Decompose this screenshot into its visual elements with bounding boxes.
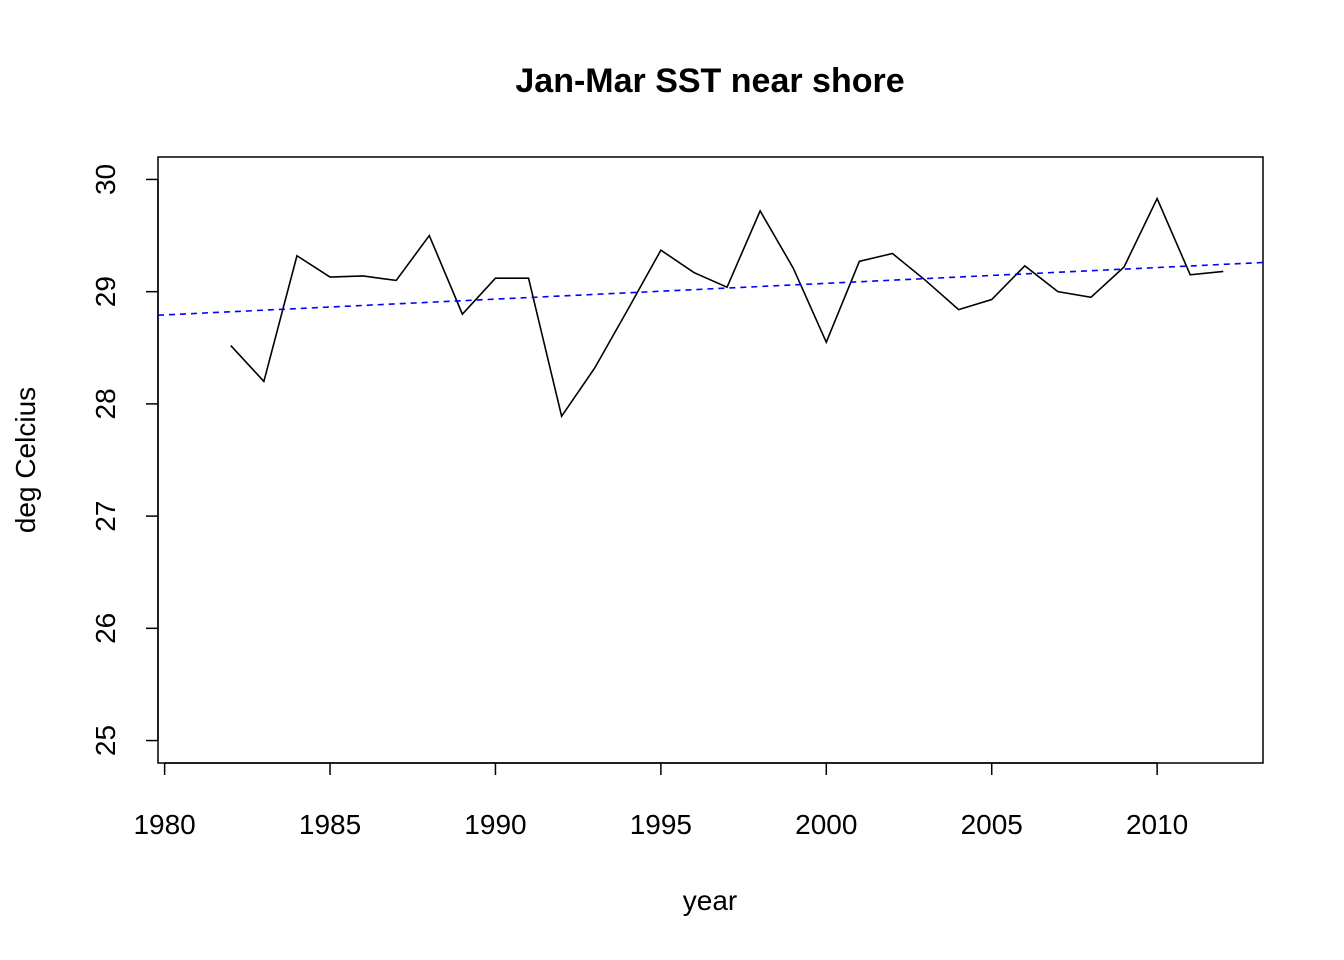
y-tick-label: 29 (90, 276, 121, 307)
y-tick-label: 26 (90, 613, 121, 644)
y-tick-label: 28 (90, 388, 121, 419)
y-tick-label: 30 (90, 164, 121, 195)
x-tick-label: 2005 (961, 809, 1023, 840)
y-tick-label: 25 (90, 725, 121, 756)
x-axis-label: year (683, 885, 737, 916)
sst-series-line (230, 196, 1224, 419)
y-axis-label: deg Celcius (10, 387, 41, 533)
y-axis: 25 26 27 28 29 30 (90, 164, 159, 756)
x-tick-label: 1980 (133, 809, 195, 840)
x-tick-label: 2000 (795, 809, 857, 840)
plot-frame (157, 156, 1264, 764)
x-axis: 1980 1985 1990 1995 2000 2005 2010 (133, 762, 1188, 840)
x-tick-label: 2010 (1126, 809, 1188, 840)
chart-title: Jan-Mar SST near shore (515, 62, 904, 100)
series-layer (157, 196, 1264, 419)
x-tick-label: 1995 (630, 809, 692, 840)
trend-line (157, 261, 1264, 317)
y-tick-label: 27 (90, 501, 121, 532)
x-tick-label: 1985 (299, 809, 361, 840)
x-tick-label: 1990 (464, 809, 526, 840)
